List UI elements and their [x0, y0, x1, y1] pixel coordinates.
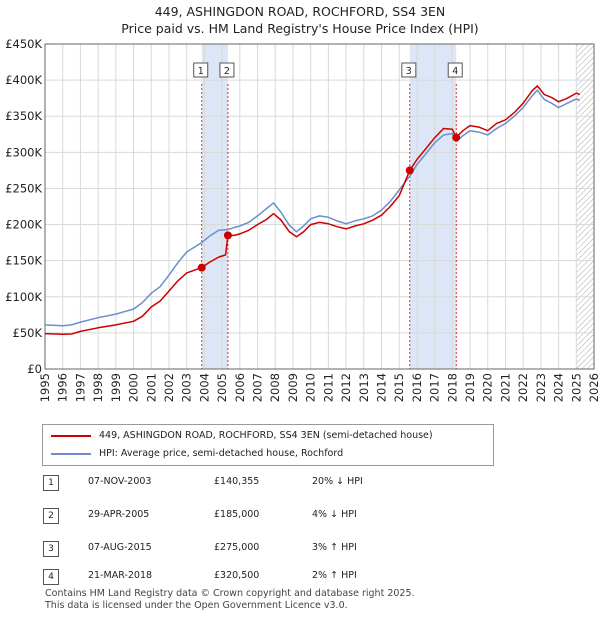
footer-copyright: Contains HM Land Registry data © Crown c…: [45, 588, 415, 599]
row-date: 21-MAR-2018: [88, 570, 153, 581]
x-tick-label: 2001: [144, 373, 158, 402]
y-tick-label: £100K: [5, 290, 42, 304]
sale-label-box-2: [219, 62, 235, 78]
x-tick-label: 2024: [552, 373, 566, 402]
x-tick-label: 2006: [233, 373, 247, 402]
x-tick-label: 1995: [38, 373, 52, 402]
x-tick-label: 2003: [180, 373, 194, 402]
row-date: 29-APR-2005: [88, 509, 150, 520]
row-number-badge: 1: [43, 475, 59, 491]
x-tick-label: 1996: [56, 373, 70, 402]
x-tick-label: 2014: [374, 373, 388, 402]
legend: 449, ASHINGDON ROAD, ROCHFORD, SS4 3EN (…: [42, 424, 494, 466]
x-tick-label: 1997: [73, 373, 87, 402]
row-price: £320,500: [214, 570, 260, 581]
sale-point-1: [197, 263, 206, 272]
price-paid-line: [44, 85, 581, 336]
x-tick-label: 2020: [481, 373, 495, 402]
x-tick-label: 2004: [197, 373, 211, 402]
y-tick-label: £450K: [5, 37, 42, 51]
y-tick-label: £150K: [5, 254, 42, 268]
legend-hpi-label: HPI: Average price, semi-detached house,…: [99, 448, 344, 459]
x-tick-label: 2011: [321, 373, 335, 402]
forecast-hatch: [576, 44, 594, 369]
sale-label-4: 4: [452, 66, 458, 77]
footer-licence: This data is licensed under the Open Gov…: [45, 600, 348, 611]
y-tick-label: £400K: [5, 73, 42, 87]
row-number-badge: 2: [43, 508, 59, 524]
x-tick-label: 1999: [109, 373, 123, 402]
row-price: £140,355: [214, 476, 260, 487]
shaded-range-1: [201, 44, 228, 369]
x-tick-label: 2009: [286, 373, 300, 402]
x-tick-label: 2018: [445, 373, 459, 402]
row-date: 07-AUG-2015: [88, 542, 152, 553]
sale-point-3: [405, 166, 414, 175]
y-tick-label: £250K: [5, 181, 42, 195]
sale-label-1: 1: [198, 66, 204, 77]
sale-label-2: 2: [224, 66, 230, 77]
y-tick-label: £0: [27, 362, 42, 376]
x-tick-label: 2007: [251, 373, 265, 402]
table-row: 4 21-MAR-2018 £320,500 2% ↑ HPI: [0, 569, 600, 589]
table-row: 3 07-AUG-2015 £275,000 3% ↑ HPI: [0, 541, 600, 561]
y-tick-label: £350K: [5, 109, 42, 123]
sale-label-3: 3: [406, 66, 412, 77]
y-tick-label: £200K: [5, 218, 42, 232]
x-tick-label: 2023: [534, 373, 548, 402]
row-date: 07-NOV-2003: [88, 476, 152, 487]
row-price: £185,000: [214, 509, 260, 520]
sale-point-4: [452, 133, 461, 142]
price-chart: £0 £50K £100K £150K £200K £250K £300K £350K £400…: [5, 37, 600, 402]
y-tick-label: £300K: [5, 145, 42, 159]
table-row: 2 29-APR-2005 £185,000 4% ↓ HPI: [0, 508, 600, 528]
row-price: £275,000: [214, 542, 260, 553]
legend-price-swatch: [51, 435, 91, 437]
x-tick-label: 2000: [127, 373, 141, 402]
row-hpi: 20% ↓ HPI: [312, 476, 363, 487]
x-tick-label: 2019: [463, 373, 477, 402]
sale-label-box-4: [447, 62, 463, 78]
row-hpi: 2% ↑ HPI: [312, 570, 357, 581]
x-tick-label: 2017: [428, 373, 442, 402]
chart-subtitle: Price paid vs. HM Land Registry's House …: [121, 21, 479, 36]
x-tick-label: 2026: [587, 373, 600, 402]
legend-hpi-swatch: [51, 453, 91, 455]
x-tick-label: 2008: [268, 373, 282, 402]
chart-title: 449, ASHINGDON ROAD, ROCHFORD, SS4 3EN: [154, 4, 446, 19]
row-number-badge: 4: [43, 569, 59, 585]
sale-point-2: [223, 231, 232, 240]
x-tick-label: 2002: [162, 373, 176, 402]
x-tick-label: 2025: [569, 373, 583, 402]
plot-frame: [44, 43, 595, 370]
sale-label-box-3: [401, 62, 417, 78]
row-hpi: 4% ↓ HPI: [312, 509, 357, 520]
x-tick-label: 2013: [357, 373, 371, 402]
x-tick-label: 2016: [410, 373, 424, 402]
y-tick-label: £50K: [13, 326, 43, 340]
x-tick-label: 2010: [304, 373, 318, 402]
legend-price-label: 449, ASHINGDON ROAD, ROCHFORD, SS4 3EN (…: [99, 430, 433, 441]
x-tick-label: 2022: [516, 373, 530, 402]
x-tick-label: 2005: [215, 373, 229, 402]
x-tick-label: 2015: [392, 373, 406, 402]
x-tick-label: 2012: [339, 373, 353, 402]
sale-label-box-1: [193, 62, 209, 78]
x-tick-label: 2021: [498, 373, 512, 402]
table-row: 1 07-NOV-2003 £140,355 20% ↓ HPI: [0, 475, 600, 495]
row-hpi: 3% ↑ HPI: [312, 542, 357, 553]
hpi-line: [44, 89, 581, 327]
x-tick-label: 1998: [91, 373, 105, 402]
row-number-badge: 3: [43, 541, 59, 557]
shaded-range-2: [409, 44, 457, 369]
